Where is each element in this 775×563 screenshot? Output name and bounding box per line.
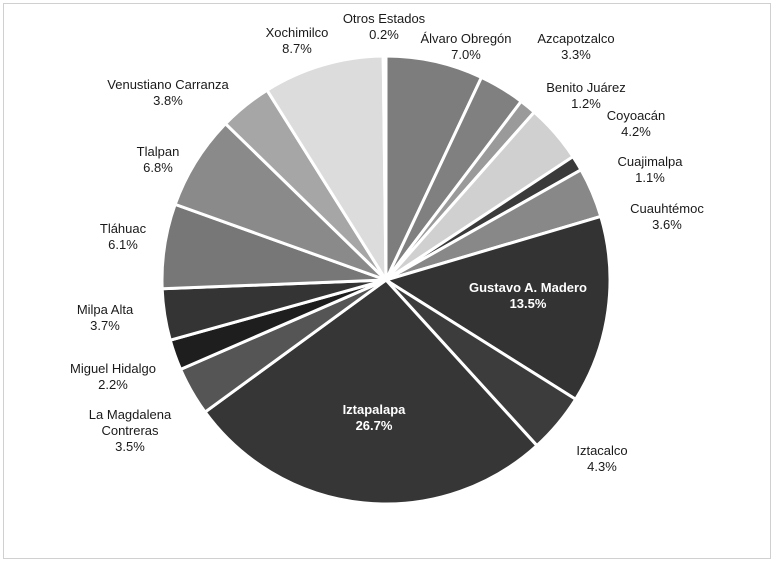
slice-percent: 6.8% xyxy=(143,160,173,175)
slice-name: Tláhuac xyxy=(100,221,147,236)
slice-percent: 4.2% xyxy=(621,124,651,139)
slice-percent: 13.5% xyxy=(510,296,547,311)
slice-percent: 8.7% xyxy=(282,41,312,56)
slice-percent: 3.6% xyxy=(652,217,682,232)
pie-slice-gustavo-a-madero xyxy=(384,214,612,401)
slice-percent: 1.2% xyxy=(571,96,601,111)
pie-slice-xochimilco xyxy=(265,54,388,282)
slice-percent: 0.2% xyxy=(369,27,399,42)
slice-name: Cuauhtémoc xyxy=(630,201,704,216)
slice-percent: 3.5% xyxy=(115,439,145,454)
slice-percent: 1.1% xyxy=(635,170,665,185)
slice-name: Azcapotzalco xyxy=(537,31,614,46)
slice-percent: 3.3% xyxy=(561,47,591,62)
slice-name: Tlalpan xyxy=(137,144,180,159)
slice-name: Iztapalapa xyxy=(343,402,407,417)
slice-percent: 2.2% xyxy=(98,377,128,392)
slice-name: Contreras xyxy=(101,423,159,438)
slice-percent: 26.7% xyxy=(356,418,393,433)
slice-name: Coyoacán xyxy=(607,108,666,123)
slice-name: Otros Estados xyxy=(343,11,426,26)
slice-name: Milpa Alta xyxy=(77,302,134,317)
slice-name: La Magdalena xyxy=(89,407,172,422)
slice-name: Cuajimalpa xyxy=(617,154,683,169)
slice-percent: 4.3% xyxy=(587,459,617,474)
slice-name: Benito Juárez xyxy=(546,80,626,95)
slice-percent: 7.0% xyxy=(451,47,481,62)
slice-percent: 3.8% xyxy=(153,93,183,108)
slice-name: Iztacalco xyxy=(576,443,627,458)
slice-percent: 3.7% xyxy=(90,318,120,333)
pie-slice-iztapalapa xyxy=(203,278,539,506)
slice-name: Gustavo A. Madero xyxy=(469,280,587,295)
slice-name: Álvaro Obregón xyxy=(420,31,511,46)
slice-name: Miguel Hidalgo xyxy=(70,361,156,376)
slice-name: Xochimilco xyxy=(266,25,329,40)
pie-slice-otros-estados xyxy=(381,54,388,282)
slice-name: Venustiano Carranza xyxy=(107,77,229,92)
slice-percent: 6.1% xyxy=(108,237,138,252)
